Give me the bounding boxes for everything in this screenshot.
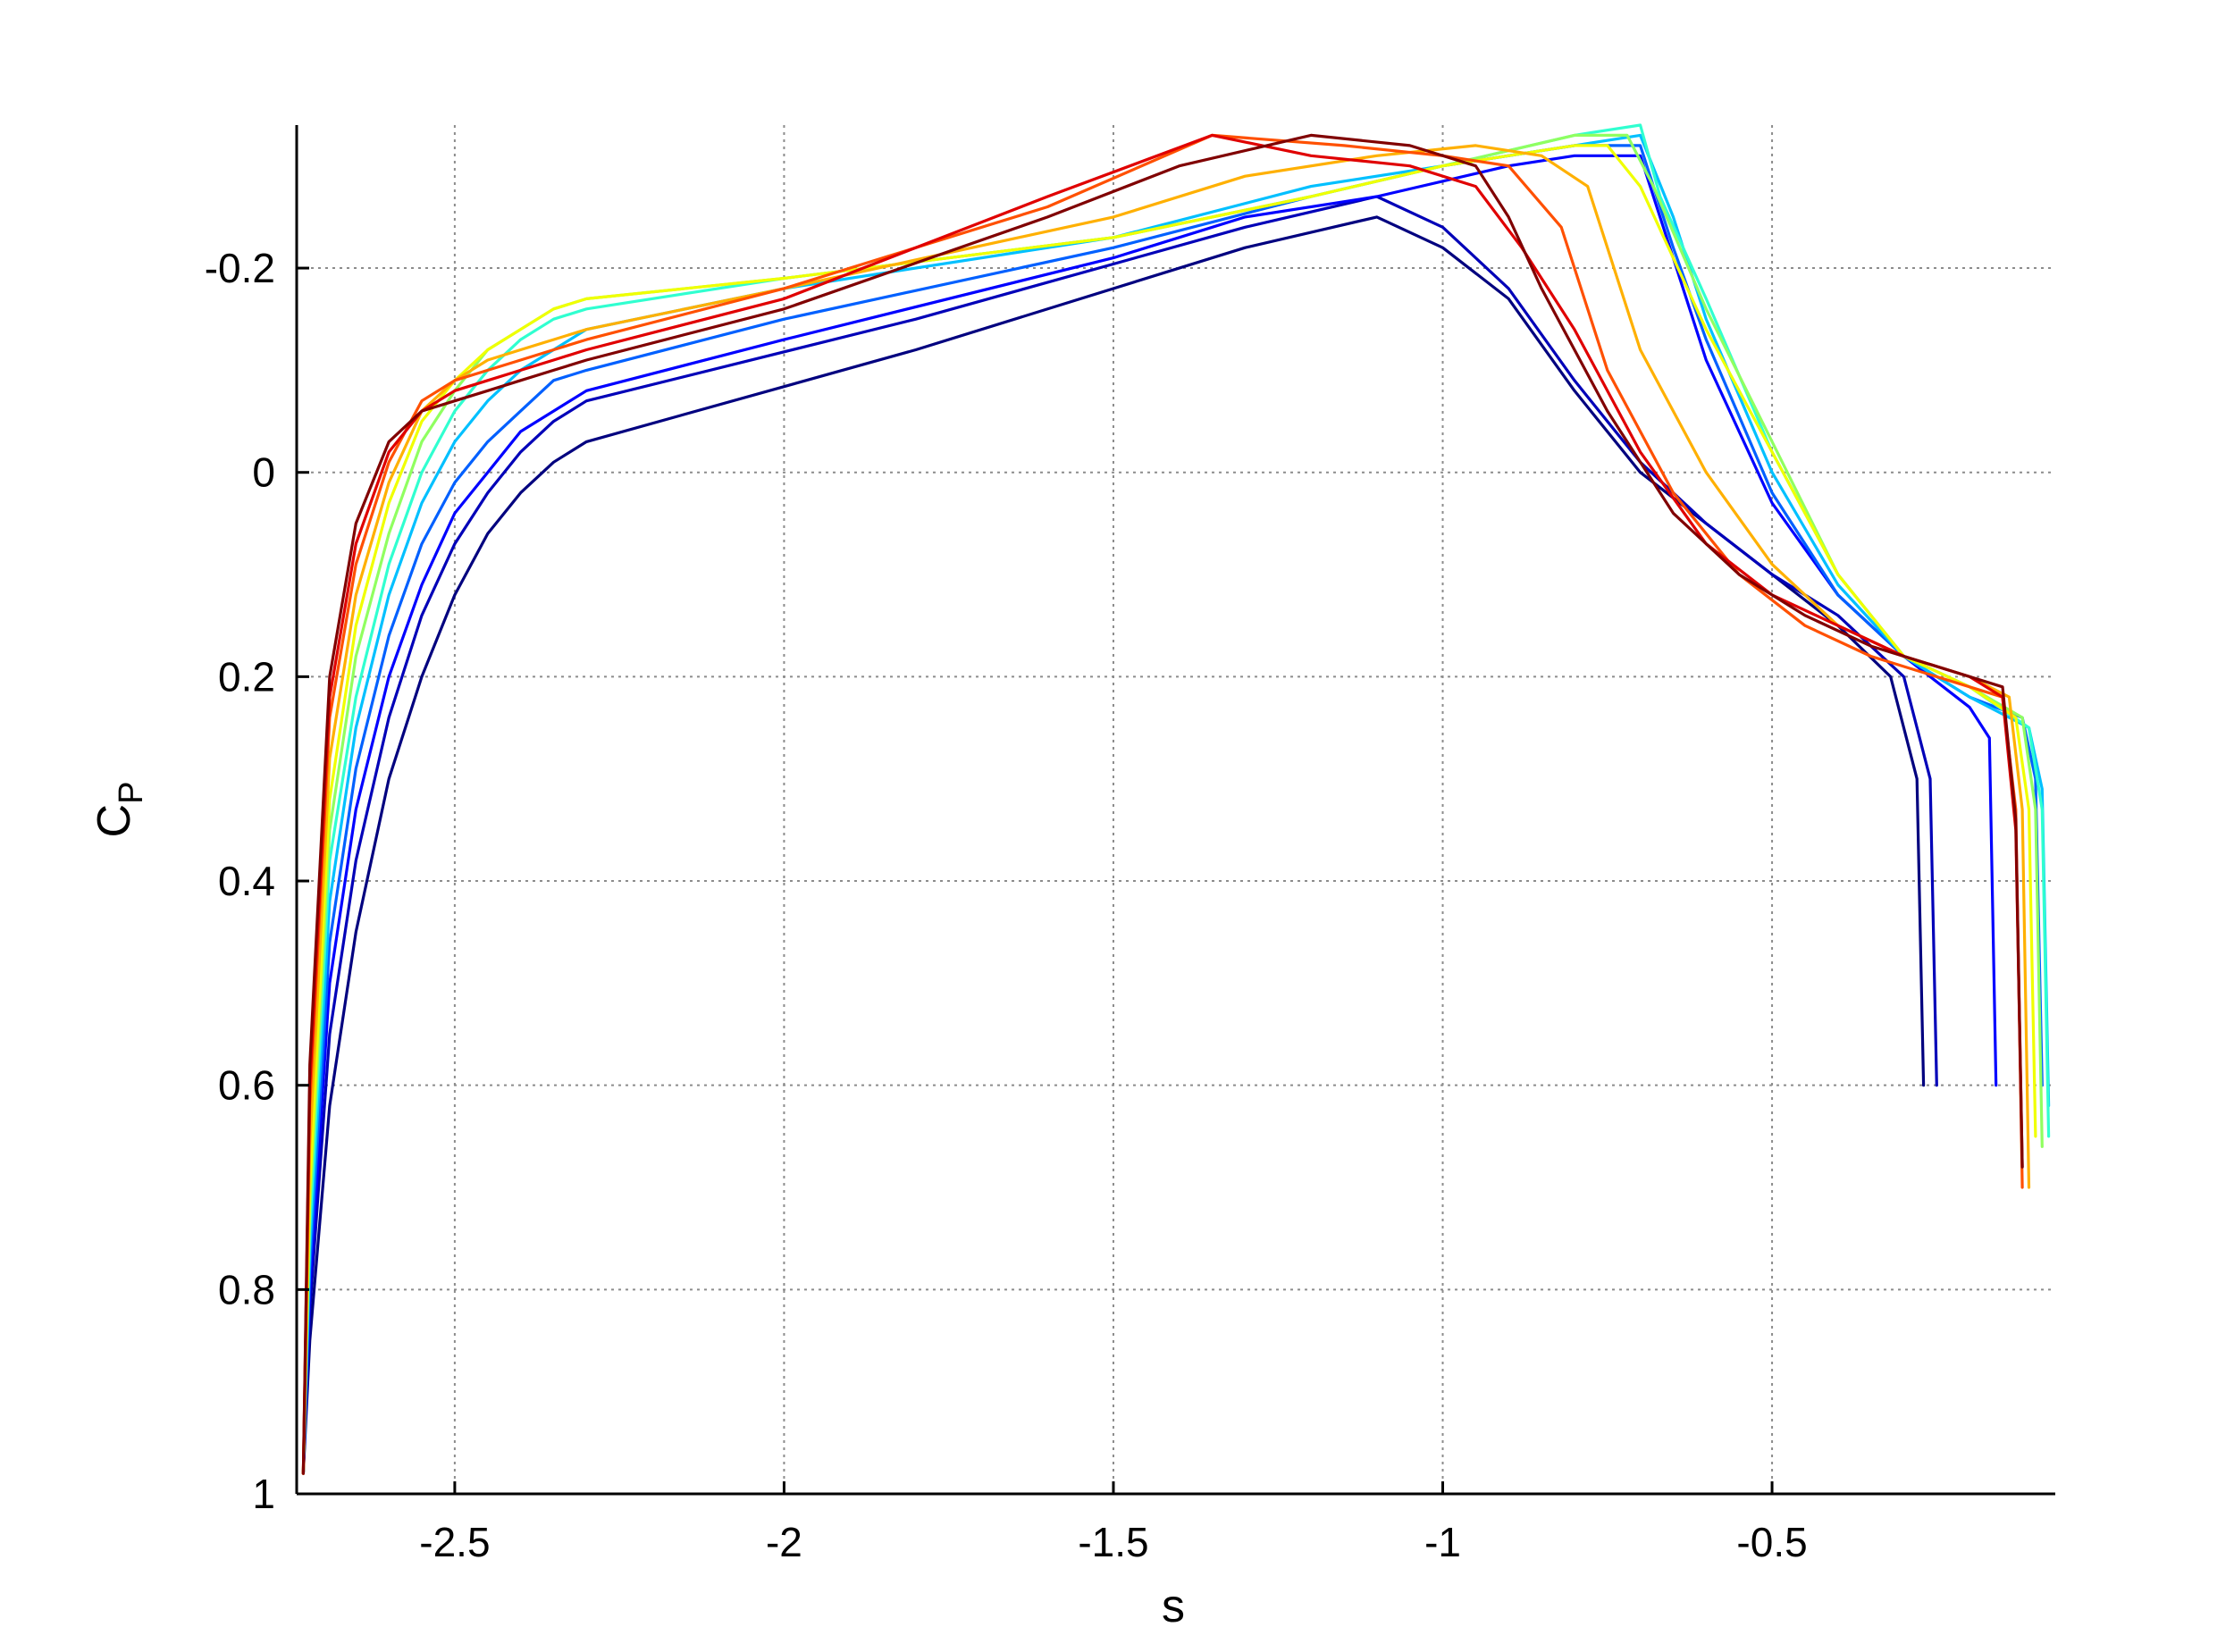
y-gridlines: [297, 267, 2055, 1495]
x-axis-label: s: [1162, 1581, 1185, 1632]
y-axis-label: CP: [88, 782, 150, 838]
x-tick-label: -1.5: [1078, 1519, 1148, 1565]
x-tick-labels: -2.5 -2 -1.5 -1 -0.5: [419, 1481, 1808, 1565]
y-tick-label: 0.6: [218, 1062, 275, 1109]
y-tick-label: 0.2: [218, 653, 275, 700]
axes: [295, 125, 2055, 1496]
series-line: [301, 123, 2051, 1475]
y-tick-label: -0.2: [205, 245, 275, 291]
series-line: [301, 215, 1926, 1475]
x-tick-label: -2: [766, 1519, 802, 1565]
y-tick-labels: -0.2 0 0.2 0.4 0.6 0.8 1: [205, 245, 309, 1517]
series-line: [301, 133, 2024, 1475]
series-layer: [301, 123, 2051, 1475]
y-tick-label: 0: [252, 449, 275, 496]
x-tick-label: -2.5: [419, 1519, 490, 1565]
y-tick-label: 1: [252, 1471, 275, 1517]
y-axis-label-main: C: [88, 804, 140, 838]
y-axis-label-subscript: P: [113, 782, 150, 804]
series-line: [301, 195, 1938, 1475]
y-tick-label: 0.4: [218, 858, 275, 904]
series-line: [301, 144, 2037, 1475]
x-tick-label: -0.5: [1736, 1519, 1807, 1565]
series-line: [301, 154, 1998, 1475]
y-tick-label: 0.8: [218, 1266, 275, 1312]
x-tick-label: -1: [1424, 1519, 1461, 1565]
